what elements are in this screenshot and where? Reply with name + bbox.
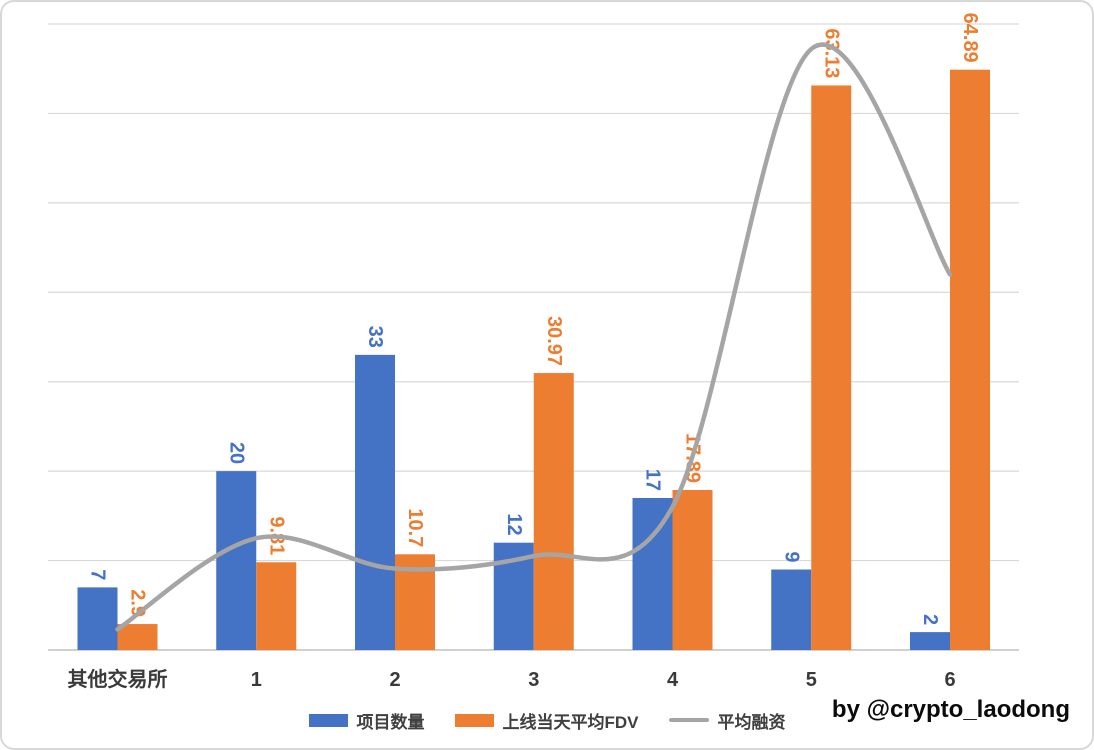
bar — [533, 373, 574, 650]
legend: 项目数量 上线当天平均FDV 平均融资 — [2, 705, 1092, 735]
trend-line — [115, 42, 953, 632]
x-axis-label: 其他交易所 — [68, 667, 168, 691]
x-axis-label: 1 — [251, 669, 262, 691]
bar — [256, 562, 297, 650]
bar-value-label: 9 — [780, 551, 802, 562]
bar-value-label: 30.97 — [543, 316, 565, 366]
bar — [910, 632, 950, 650]
bar — [950, 69, 990, 650]
bar — [632, 497, 673, 650]
legend-label: 平均融资 — [717, 712, 786, 732]
bar — [672, 490, 713, 650]
legend-item: 项目数量 — [308, 708, 425, 733]
legend-bar-swatch — [454, 713, 494, 727]
x-axis-label: 4 — [667, 669, 679, 691]
bar-value-label: 17 — [642, 469, 664, 491]
bar-value-label: 7 — [87, 569, 109, 580]
watermark-credit: by @crypto_laodong — [831, 696, 1070, 723]
legend-line-swatch — [668, 718, 709, 722]
x-axis-label: 5 — [806, 669, 817, 691]
bar — [117, 624, 158, 650]
bar — [216, 471, 257, 650]
bar-value-label: 64.89 — [959, 13, 981, 63]
bar-value-label: 12 — [503, 513, 525, 535]
bar-value-label: 10.7 — [404, 508, 426, 547]
bar — [811, 85, 852, 650]
legend-label: 上线当天平均FDV — [502, 712, 639, 732]
bar-value-label: 63.13 — [820, 28, 842, 78]
x-axis-label: 6 — [944, 669, 955, 691]
x-axis-label: 3 — [528, 669, 539, 691]
bar — [771, 569, 812, 650]
bar — [355, 354, 395, 650]
legend-bar-swatch — [308, 713, 348, 727]
legend-label: 项目数量 — [356, 712, 425, 732]
bar-value-label: 2 — [919, 614, 941, 625]
bar-value-label: 33 — [364, 326, 386, 348]
legend-item: 上线当天平均FDV — [454, 708, 639, 733]
bar-value-label: 20 — [225, 442, 247, 464]
legend-item: 平均融资 — [668, 708, 786, 733]
bar — [77, 587, 118, 650]
x-axis-label: 2 — [389, 669, 400, 691]
